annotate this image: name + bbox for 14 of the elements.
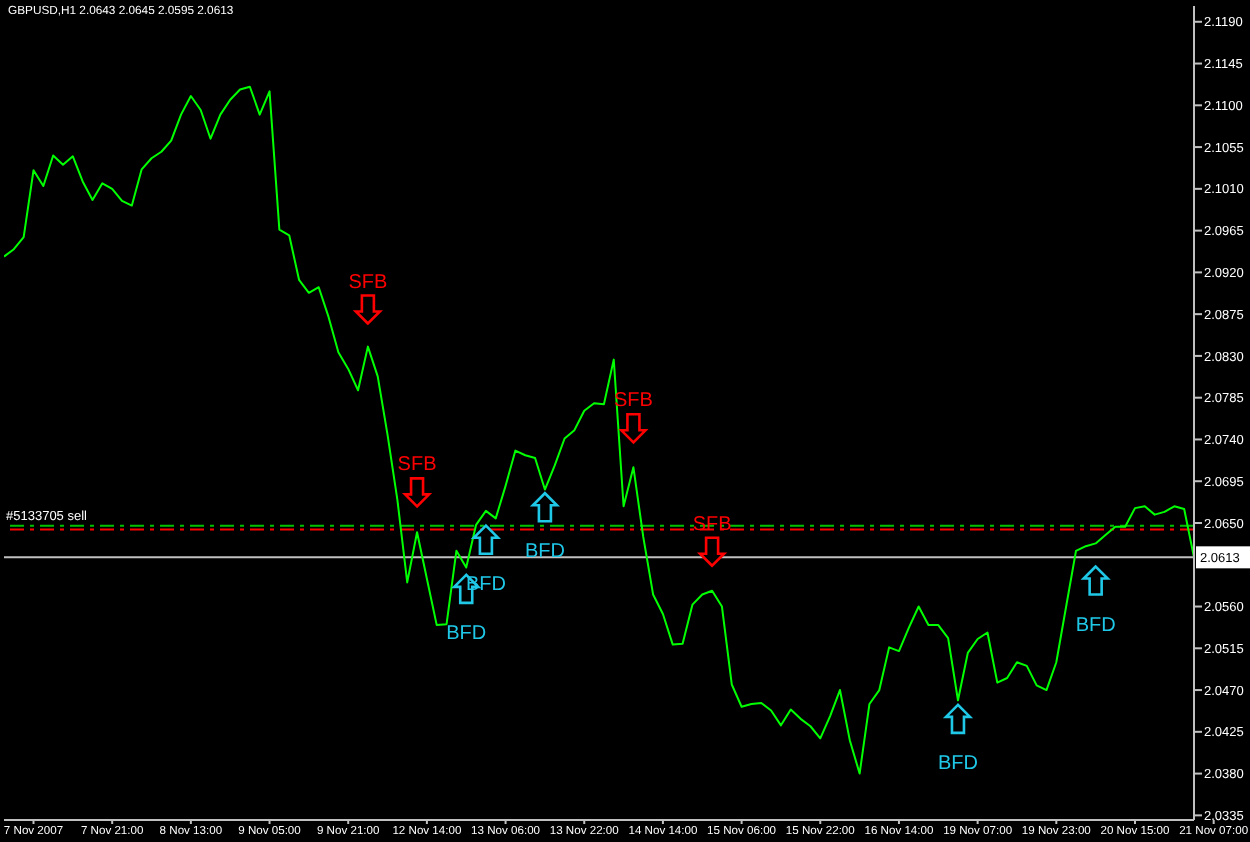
point: [531, 491, 559, 523]
point: [354, 294, 382, 325]
text: BFD: [937, 752, 978, 775]
point: [698, 536, 726, 568]
point: [1082, 565, 1109, 596]
point: [403, 477, 431, 508]
text: BFD: [446, 622, 487, 645]
point: [472, 524, 500, 555]
series-label: SFB: [348, 271, 388, 294]
point: [620, 413, 647, 444]
text: SFB: [692, 513, 732, 536]
text: BFD: [1075, 614, 1116, 637]
text: SFB: [397, 454, 437, 477]
point: [944, 703, 972, 735]
